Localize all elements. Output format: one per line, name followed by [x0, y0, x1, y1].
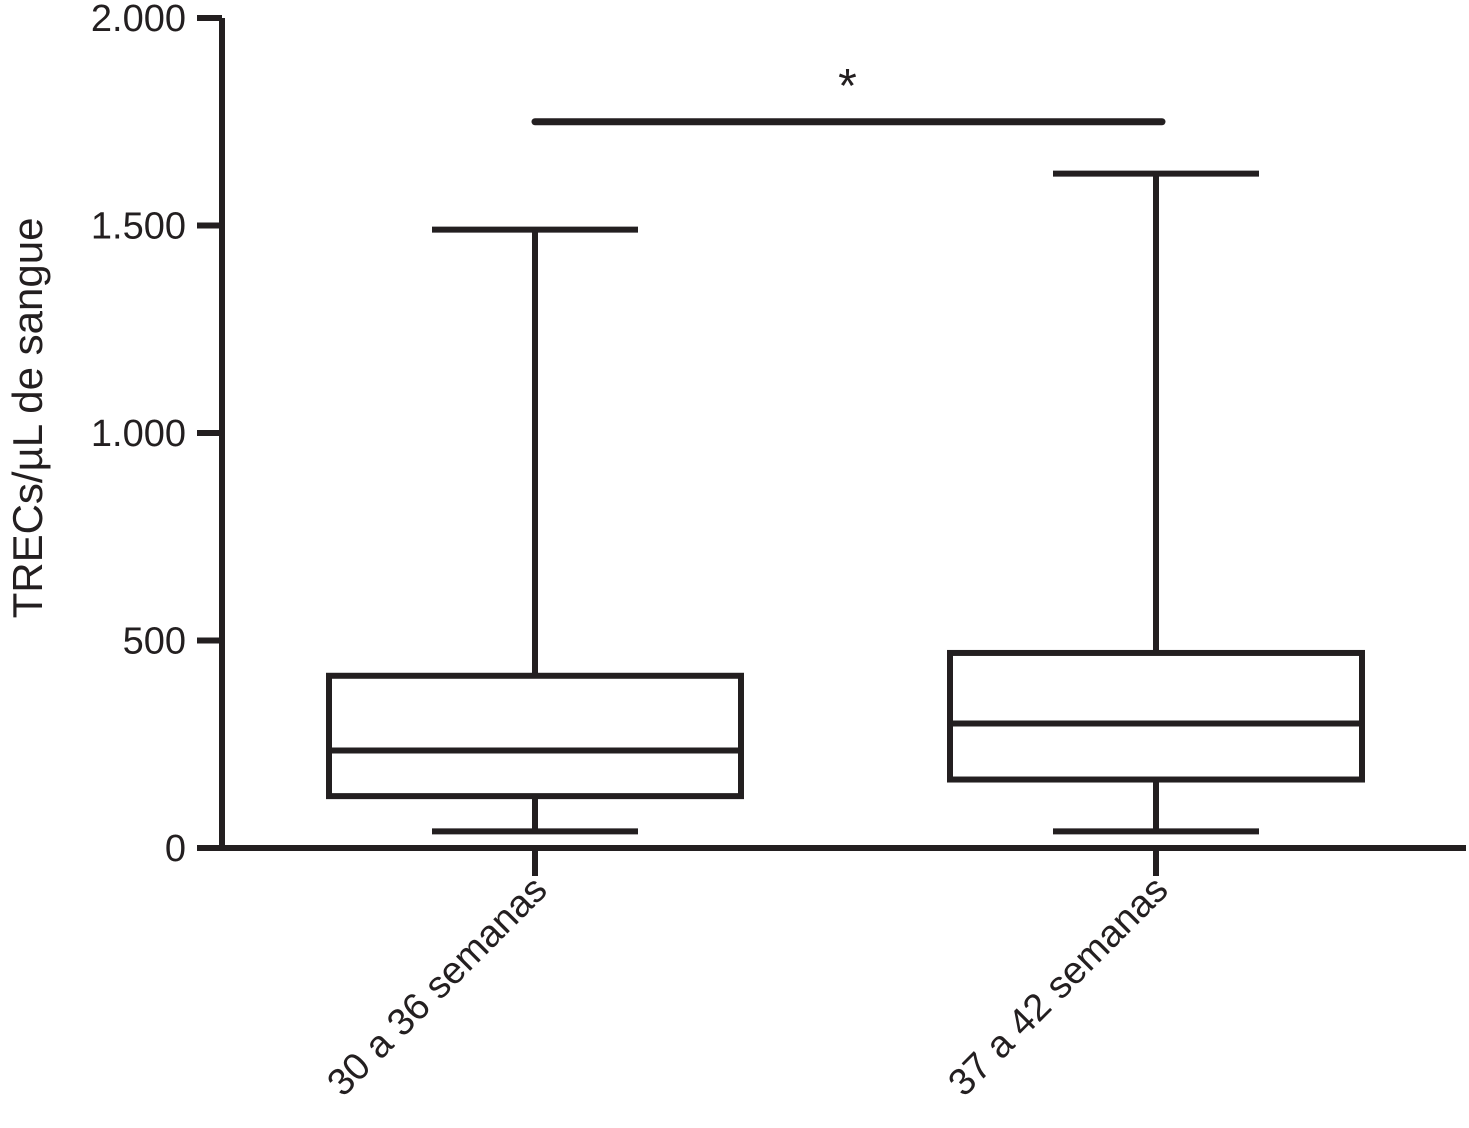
box-2 [947, 170, 1365, 835]
y-tick-label: 2.000 [91, 0, 186, 40]
interquartile-box [326, 672, 744, 800]
y-tick-label: 1.000 [91, 413, 186, 455]
interquartile-box [947, 649, 1365, 783]
box-1 [326, 226, 744, 835]
y-ticks: 0 500 1.000 1.500 2.000 [91, 0, 222, 870]
y-axis-title: TRECs/µL de sangue [4, 218, 51, 619]
significance-star: * [838, 60, 857, 113]
x-category-label: 37 a 42 semanas [941, 869, 1177, 1105]
boxes [326, 170, 1365, 835]
y-tick-label: 0 [165, 828, 186, 870]
x-ticks: 30 a 36 semanas 37 a 42 semanas [320, 848, 1177, 1105]
y-tick-label: 1.500 [91, 206, 186, 248]
significance-annotation: * [531, 60, 1166, 126]
y-tick-label: 500 [123, 621, 186, 663]
x-category-label: 30 a 36 semanas [320, 869, 556, 1105]
